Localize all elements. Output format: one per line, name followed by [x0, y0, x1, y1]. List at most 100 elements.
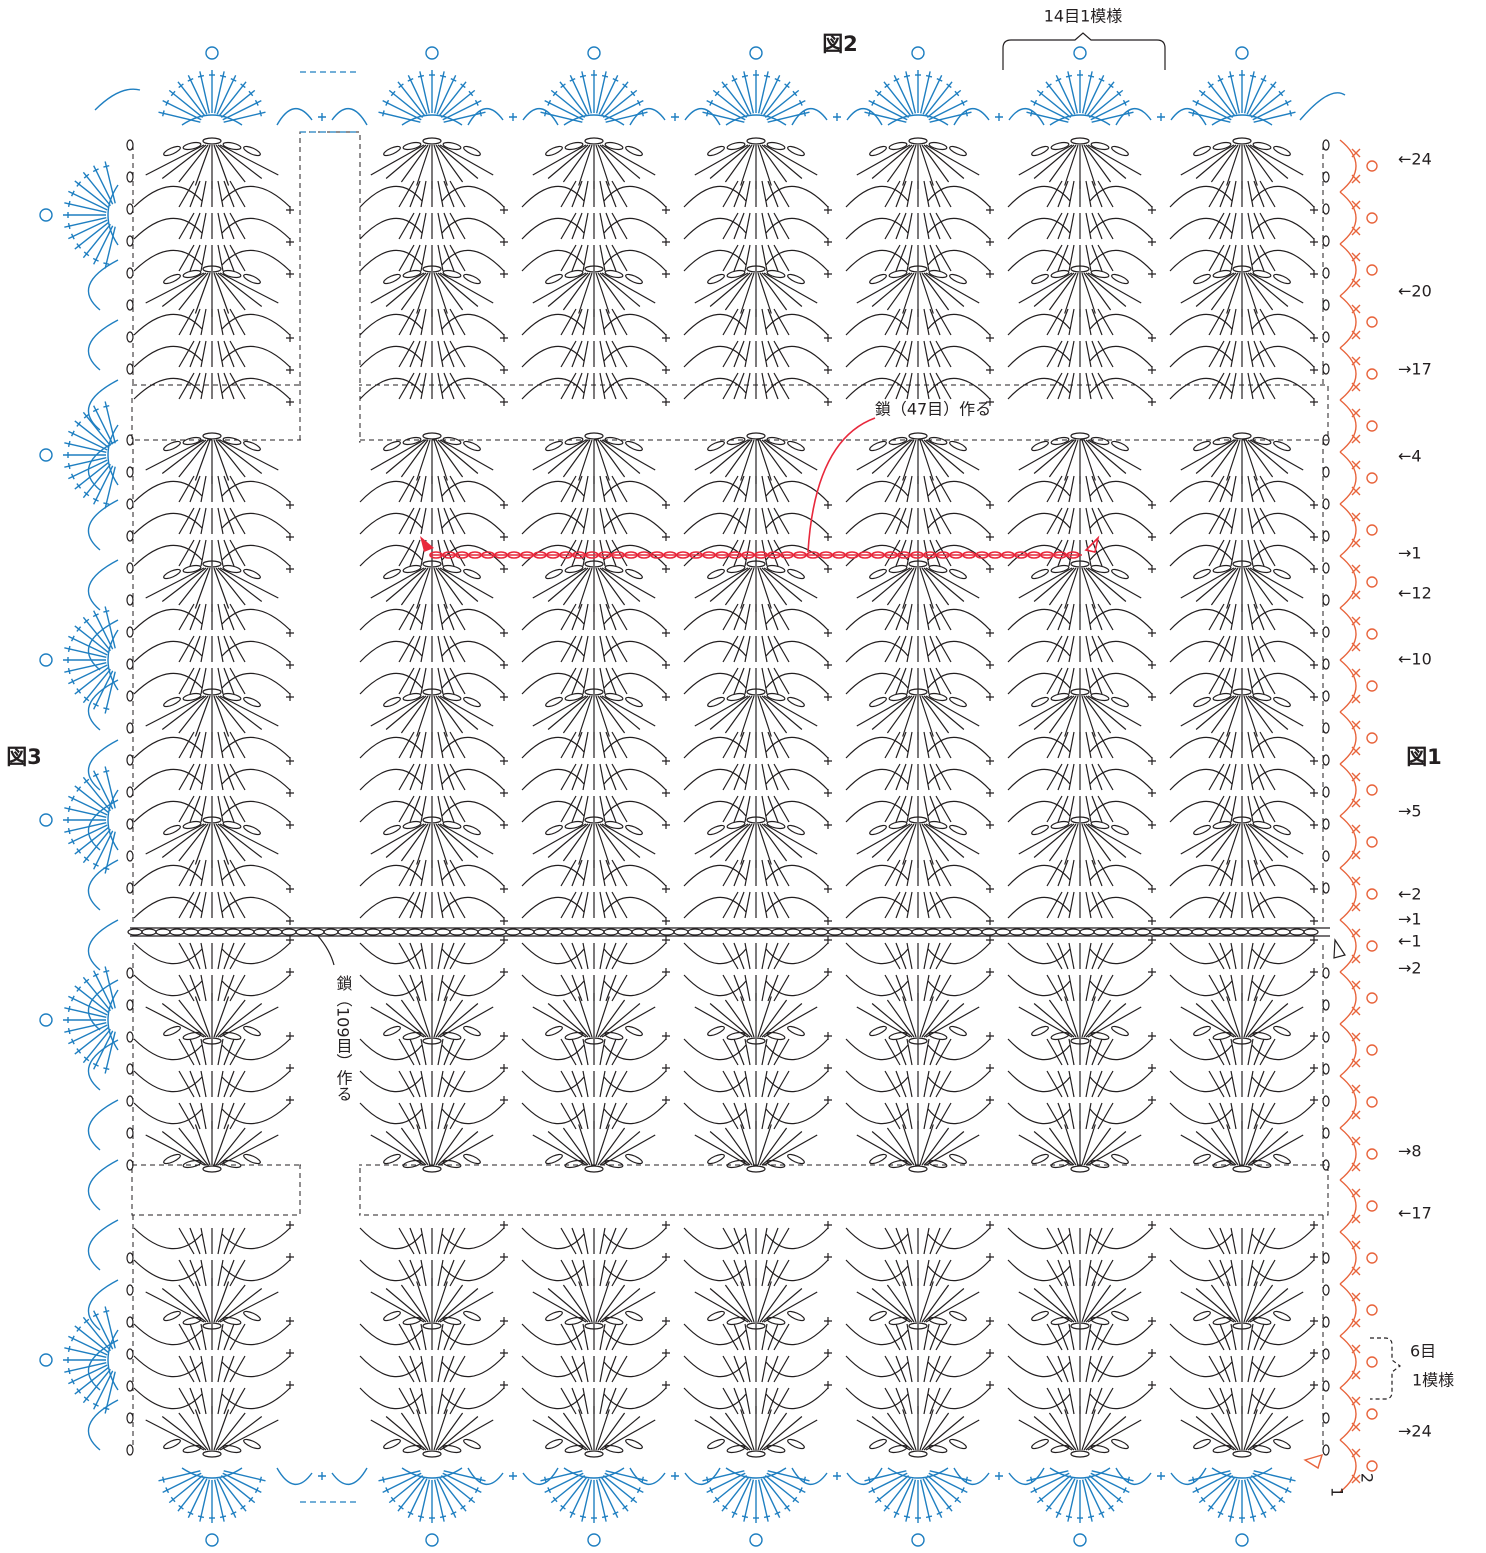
stitch-line: [437, 974, 444, 1002]
stitch-line: [178, 942, 195, 970]
stitch-line: [611, 180, 628, 208]
border-stitch: [928, 1472, 968, 1493]
chain-stitch: [1070, 688, 1090, 696]
stitch-line: [744, 1259, 751, 1287]
stitch-arc: [845, 1323, 909, 1346]
border-stitch: [928, 100, 968, 121]
chain-stitch: [1273, 1025, 1291, 1037]
stitch-line: [935, 891, 952, 919]
stitch-line: [1259, 475, 1276, 503]
stitch-line: [1046, 180, 1063, 208]
stitch-line: [1046, 1070, 1063, 1098]
chain-stitch: [728, 551, 742, 559]
stitch-arc: [845, 1355, 909, 1378]
stitch-arc: [1007, 345, 1071, 368]
chain-stitch: [1232, 1165, 1252, 1173]
border-stitch: [1243, 71, 1255, 114]
stitch-line: [740, 823, 755, 865]
stitch-line: [599, 539, 606, 567]
border-stitch: [1351, 226, 1361, 236]
chain-stitch: [545, 273, 563, 285]
stitch-line: [582, 942, 589, 970]
chain-stitch: [819, 551, 833, 559]
stitch-line: [213, 823, 230, 865]
single-crochet: [1148, 661, 1156, 669]
stitch-line: [761, 340, 768, 368]
stitch-line: [935, 603, 952, 631]
border-stitch: [76, 1048, 82, 1054]
stitch-line: [773, 1038, 790, 1066]
stitch-line: [1097, 763, 1114, 791]
border-stitch: [1351, 278, 1361, 288]
single-crochet: [986, 968, 994, 976]
stitch-arc: [927, 974, 991, 997]
border-arc: [846, 1467, 883, 1485]
stitch-line: [194, 1281, 211, 1323]
stitch-line: [935, 795, 952, 823]
stitch-line: [923, 1070, 930, 1098]
stitch-arc: [683, 377, 747, 400]
border-stitch: [223, 111, 266, 123]
stitch-line: [1018, 439, 1073, 471]
stitch-arc: [221, 768, 291, 791]
stitch-line: [923, 1227, 930, 1255]
stitch-line: [1091, 859, 1103, 887]
stitch-line: [443, 1323, 455, 1351]
stitch-arc: [133, 217, 203, 240]
stitch-line: [223, 308, 235, 336]
stitch-line: [178, 567, 209, 606]
stitch-line: [145, 439, 205, 471]
chain-stitch: [1111, 1153, 1129, 1165]
chain-stitch: [589, 928, 605, 936]
chain-stitch: [928, 141, 948, 151]
single-crochet: [286, 1253, 294, 1261]
border-stitch: [450, 77, 457, 82]
stitch-line: [1091, 340, 1103, 368]
chain-stitch: [855, 928, 871, 936]
stitch-line: [1085, 1070, 1092, 1098]
stitch-line: [722, 763, 739, 791]
stitch-line: [1046, 1102, 1063, 1130]
stitch-line: [1195, 1416, 1237, 1451]
stitch-line: [767, 603, 779, 631]
chain-stitch: [869, 1025, 887, 1037]
stitch-line: [1018, 567, 1073, 599]
border-stitch: [762, 81, 791, 117]
border-stitch: [103, 502, 110, 505]
stitch-line: [560, 340, 577, 368]
border-stitch: [92, 408, 99, 413]
stitch-line: [532, 823, 587, 855]
stitch-line: [767, 1259, 779, 1287]
stitch-line: [1057, 212, 1069, 240]
stitch-line: [560, 475, 577, 503]
stitch-line: [400, 1412, 429, 1451]
stitch-line: [1091, 180, 1103, 208]
border-arc: [1339, 347, 1357, 401]
chain-stitch: [126, 1444, 134, 1456]
border-stitch: [1217, 75, 1238, 115]
border-stitch: [378, 111, 421, 123]
stitch-line: [722, 1387, 739, 1415]
stitch-line: [1064, 567, 1079, 609]
chain-stitch: [383, 1310, 401, 1322]
stitch-line: [571, 1323, 583, 1351]
border-stitch: [407, 1511, 414, 1516]
border-stitch: [924, 81, 953, 117]
border-arc: [1170, 1467, 1207, 1485]
stitch-line: [1057, 891, 1069, 919]
stitch-line: [929, 891, 941, 919]
stitch-arc: [1169, 1070, 1233, 1093]
stitch-line: [694, 567, 749, 599]
stitch-line: [923, 731, 930, 759]
chain-stitch: [766, 269, 786, 279]
stitch-line: [935, 1102, 952, 1130]
chain-stitch: [1051, 928, 1067, 936]
stitch-line: [449, 1355, 466, 1383]
single-crochet: [1148, 1253, 1156, 1261]
picot: [1366, 992, 1378, 1004]
border-arc: [87, 919, 119, 971]
single-crochet: [662, 629, 670, 637]
border-stitch: [93, 1310, 114, 1350]
border-stitch: [903, 74, 911, 78]
stitch-arc: [221, 800, 291, 823]
